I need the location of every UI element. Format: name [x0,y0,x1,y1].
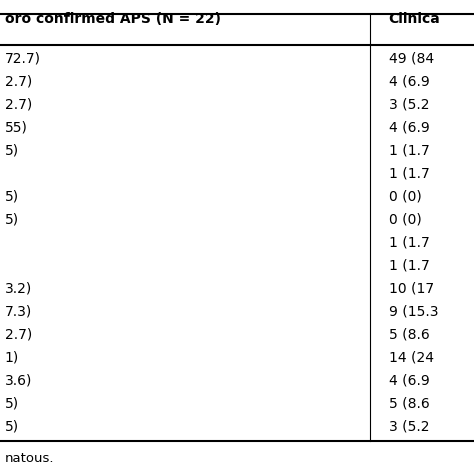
Text: 2.7): 2.7) [5,75,32,89]
Text: 10 (17: 10 (17 [389,282,434,296]
Text: 9 (15.3: 9 (15.3 [389,305,438,319]
Text: 1): 1) [5,351,19,365]
Text: 3.2): 3.2) [5,282,32,296]
Text: 1 (1.7: 1 (1.7 [389,144,429,158]
Text: 4 (6.9: 4 (6.9 [389,374,429,388]
Text: 5): 5) [5,144,19,158]
Text: 14 (24: 14 (24 [389,351,434,365]
Text: 2.7): 2.7) [5,98,32,112]
Text: natous.: natous. [5,452,54,465]
Text: 5 (8.6: 5 (8.6 [389,397,429,411]
Text: 3 (5.2: 3 (5.2 [389,420,429,434]
Text: 5): 5) [5,420,19,434]
Text: Clinica: Clinica [389,12,440,26]
Text: 0 (0): 0 (0) [389,190,421,204]
Text: 3 (5.2: 3 (5.2 [389,98,429,112]
Text: 4 (6.9: 4 (6.9 [389,75,429,89]
Text: 49 (84: 49 (84 [389,52,434,66]
Text: 5): 5) [5,190,19,204]
Text: 55): 55) [5,121,27,135]
Text: 4 (6.9: 4 (6.9 [389,121,429,135]
Text: 5): 5) [5,213,19,227]
Text: 2.7): 2.7) [5,328,32,342]
Text: 7.3): 7.3) [5,305,32,319]
Text: 5 (8.6: 5 (8.6 [389,328,429,342]
Text: 1 (1.7: 1 (1.7 [389,167,429,181]
Text: 1 (1.7: 1 (1.7 [389,236,429,250]
Text: 3.6): 3.6) [5,374,32,388]
Text: 72.7): 72.7) [5,52,41,66]
Text: 1 (1.7: 1 (1.7 [389,259,429,273]
Text: oro confirmed APS (N = 22): oro confirmed APS (N = 22) [5,12,221,26]
Text: 0 (0): 0 (0) [389,213,421,227]
Text: 5): 5) [5,397,19,411]
